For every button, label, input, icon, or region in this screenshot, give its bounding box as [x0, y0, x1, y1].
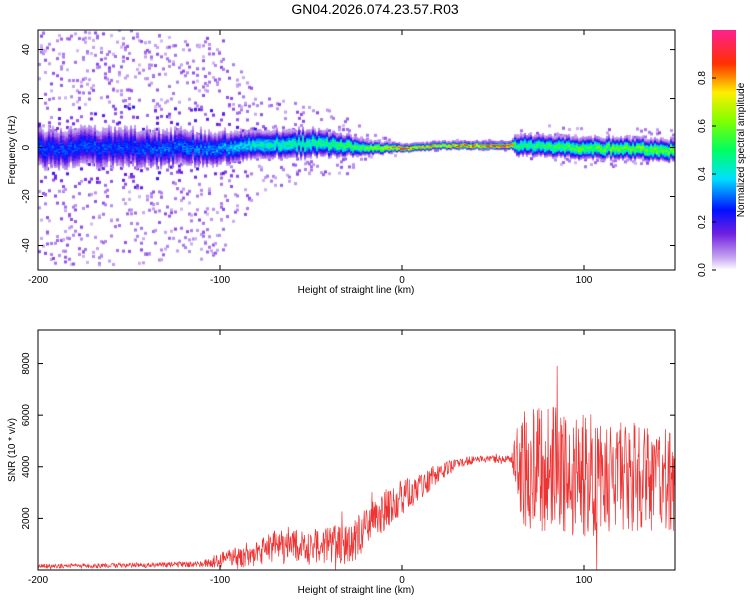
colorbar-tick-label-1: 0.2: [697, 215, 708, 229]
snr-frame: [37, 329, 676, 571]
colorbar-tick-label-2: 0.4: [697, 167, 708, 181]
colorbar-label: Normalized spectral amplitude: [736, 82, 747, 217]
snr-panel: -200 -100 0 100 2000 4000 6000 8000 Height of …: [7, 329, 676, 596]
spectrogram-frame: [37, 29, 676, 271]
snr-x-axis-label: Height of straight line (km): [298, 585, 415, 596]
spectrogram-x-axis: -200 -100 0 100: [28, 30, 593, 286]
snr-series: [37, 365, 676, 570]
spectrogram-ytick-label-3: 20: [21, 93, 32, 105]
spectrogram-xtick-label-3: 100: [576, 275, 593, 286]
snr-ytick-label-3: 8000: [21, 352, 32, 375]
snr-xtick-label-2: 0: [399, 575, 405, 586]
spectrogram-y-axis: -40 -20 0 20 40: [21, 44, 675, 253]
spectrogram-xtick-label-2: 0: [399, 275, 405, 286]
spectrogram-xtick-label-1: -100: [210, 275, 230, 286]
spectrogram-ytick-label-1: -20: [21, 189, 32, 204]
figure-title: GN04.2026.074.23.57.R03: [291, 1, 459, 17]
colorbar-tick-label-3: 0.6: [697, 119, 708, 133]
spectrogram-x-axis-label: Height of straight line (km): [298, 285, 415, 296]
spectrogram-canvas-holder: [38, 30, 675, 270]
spectrogram-ytick-label-4: 40: [21, 44, 32, 56]
snr-y-axis-label: SNR (10 * v/v): [7, 418, 18, 482]
snr-x-axis: -200 -100 0 100: [28, 330, 593, 586]
snr-y-axis: 2000 4000 6000 8000: [21, 352, 675, 530]
snr-ytick-label-2: 6000: [21, 404, 32, 427]
colorbar-gradient: [712, 30, 736, 270]
colorbar: 0.0 0.2 0.4 0.6 0.8 Normalized spectral ampl…: [697, 30, 747, 277]
spectrogram-heatmap: [38, 30, 675, 270]
colorbar-tick-label-4: 0.8: [697, 71, 708, 85]
spectrogram-xtick-label-0: -200: [28, 275, 48, 286]
snr-xtick-label-3: 100: [576, 575, 593, 586]
spectrogram-y-axis-label: Frequency (Hz): [7, 116, 18, 185]
snr-ytick-label-1: 4000: [21, 455, 32, 478]
snr-xtick-label-1: -100: [210, 575, 230, 586]
spectrogram-ytick-label-2: 0: [21, 144, 32, 150]
colorbar-tick-label-0: 0.0: [697, 263, 708, 277]
snr-line: [37, 365, 676, 570]
snr-xtick-label-0: -200: [28, 575, 48, 586]
colorbar-ticks: 0.0 0.2 0.4 0.6 0.8: [697, 71, 716, 277]
spectrogram-ytick-label-0: -40: [21, 238, 32, 253]
snr-ytick-label-0: 2000: [21, 507, 32, 530]
